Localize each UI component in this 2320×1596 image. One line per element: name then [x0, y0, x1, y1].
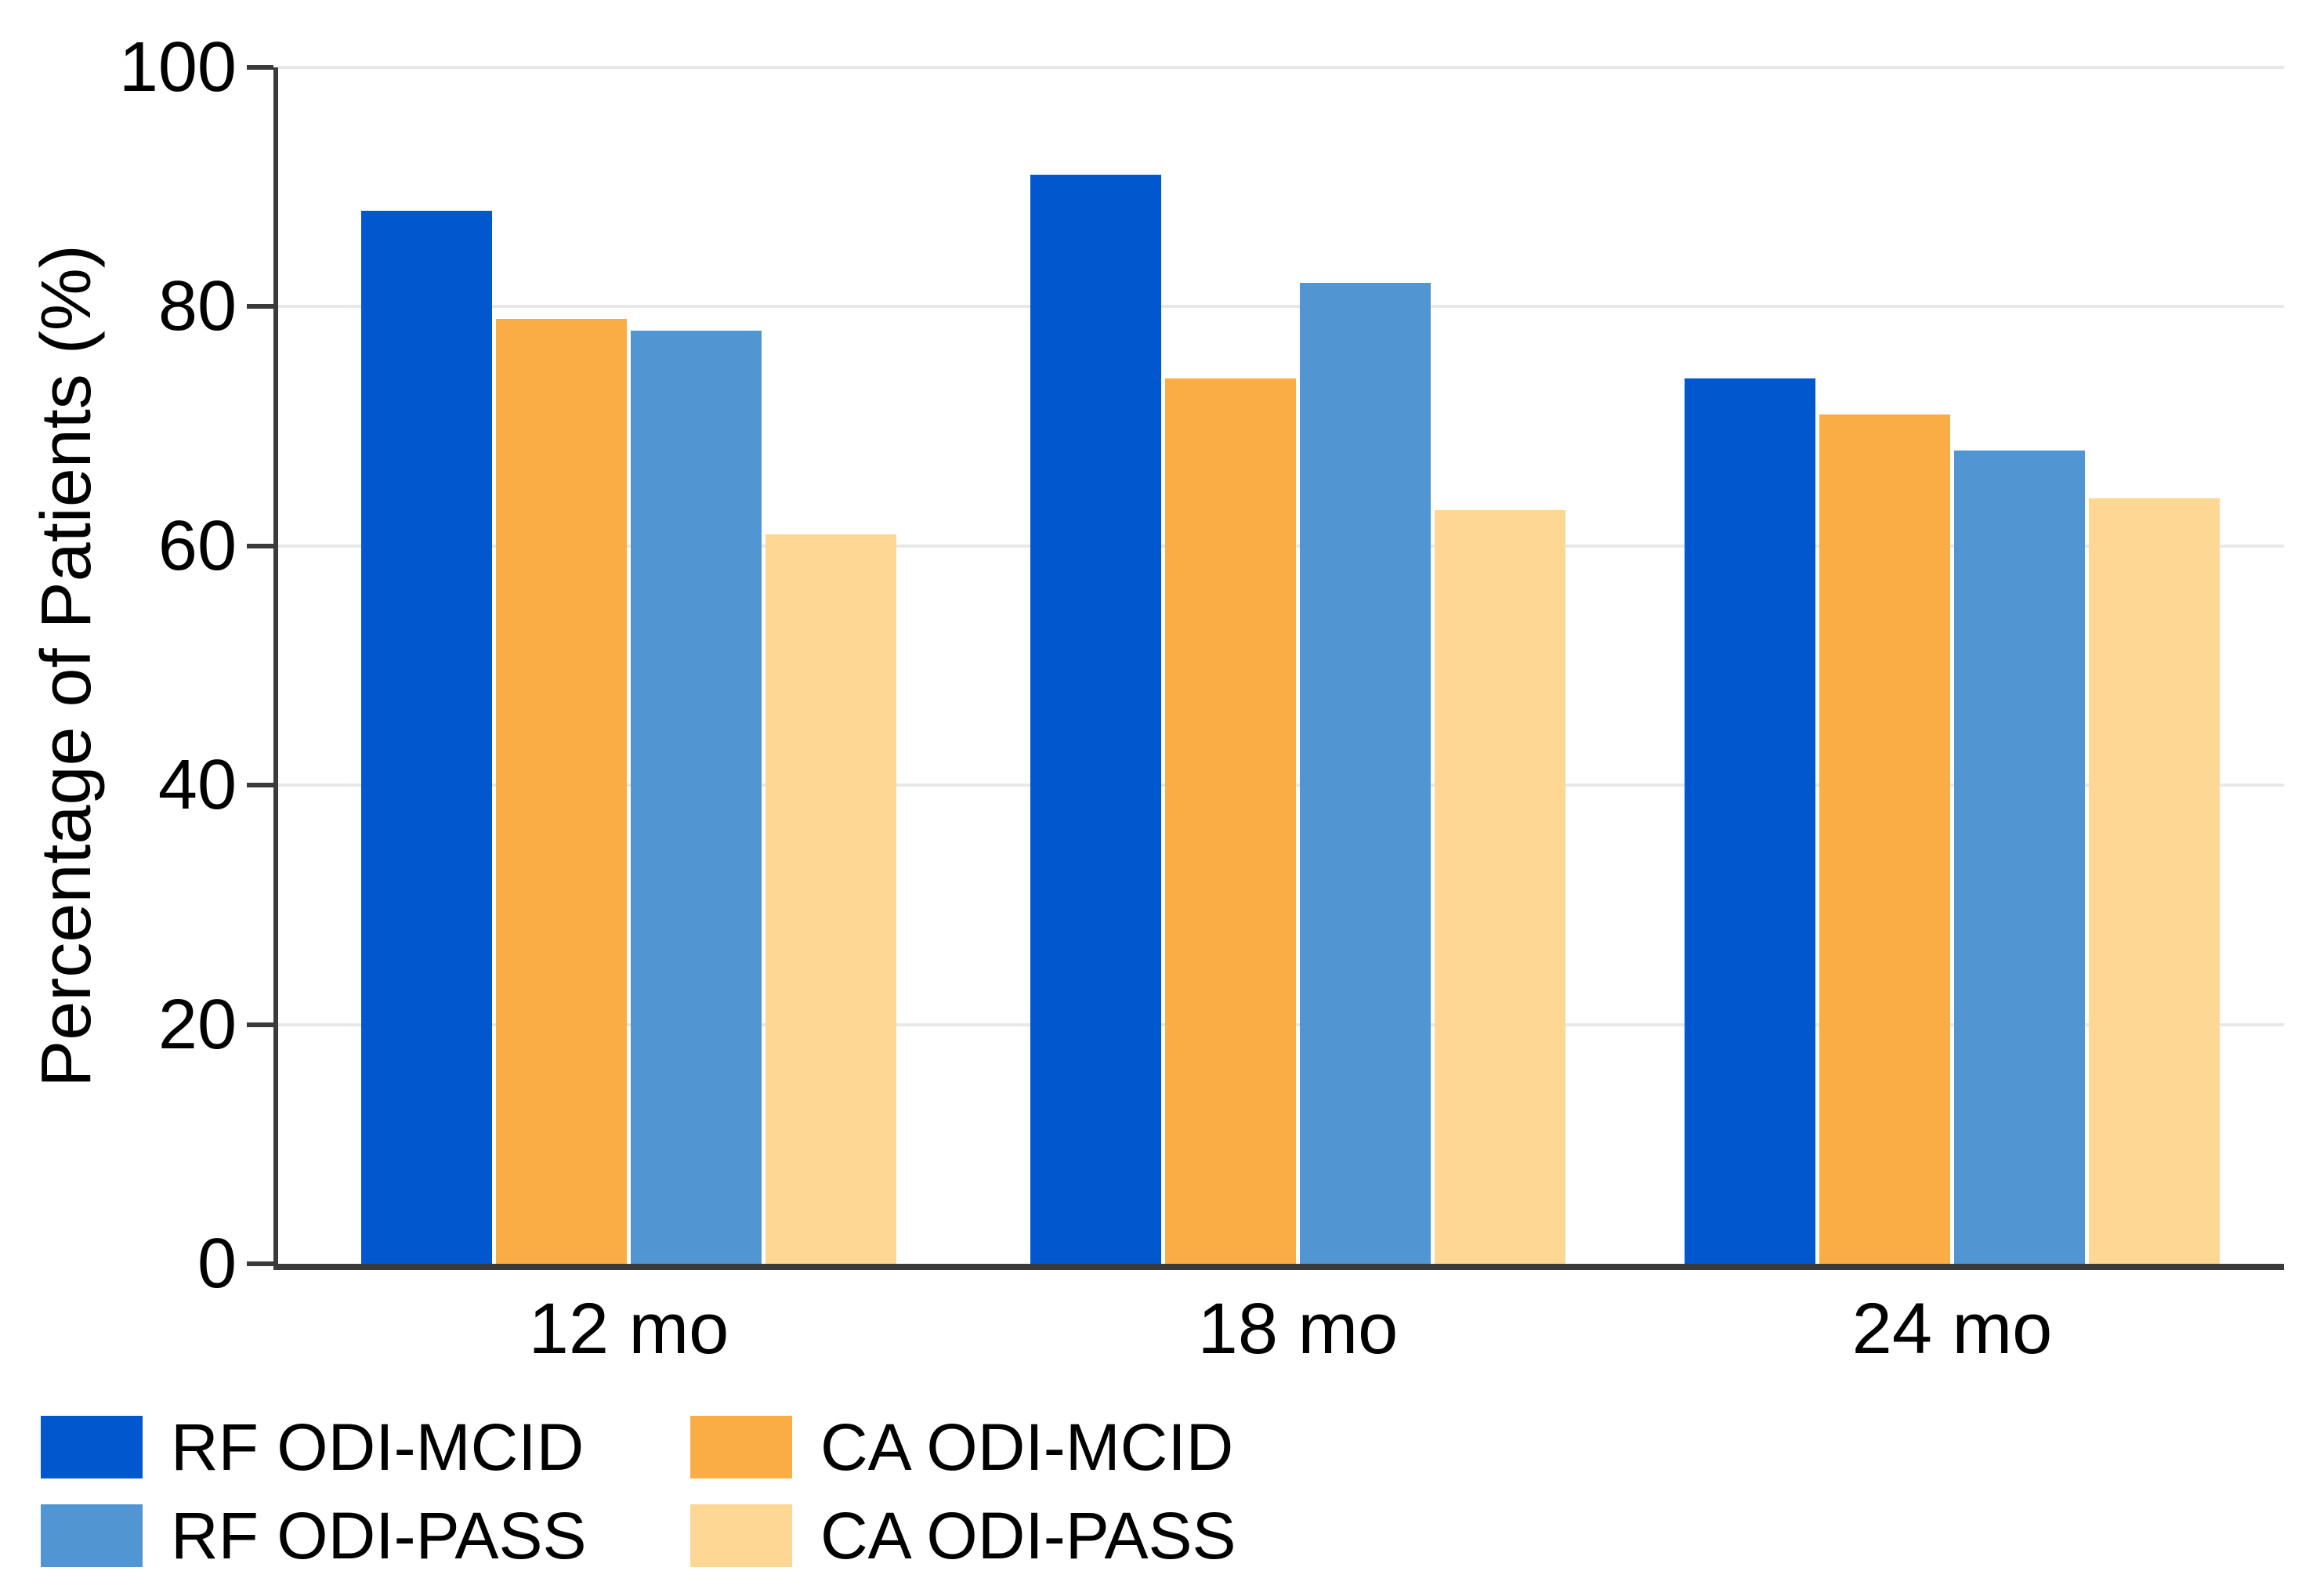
- legend-item-RF-ODI-PASS: RF ODI-PASS: [41, 1499, 690, 1572]
- y-tick-label-80: 80: [157, 267, 237, 346]
- gridline-80: [278, 305, 2284, 309]
- y-tick-80: [247, 304, 273, 309]
- legend-swatch-CA-ODI-PASS: [690, 1504, 792, 1567]
- y-tick-label-100: 100: [118, 28, 237, 107]
- bar-group-18-mo: [1030, 175, 1565, 1264]
- legend-item-CA-ODI-PASS: CA ODI-PASS: [690, 1499, 1340, 1572]
- y-axis-line: [273, 67, 278, 1270]
- plot-area: [247, 65, 2284, 1270]
- y-tick-label-0: 0: [197, 1225, 237, 1303]
- legend-item-CA-ODI-MCID: CA ODI-MCID: [690, 1410, 1340, 1484]
- y-tick-label-40: 40: [157, 746, 237, 825]
- x-axis-line: [273, 1264, 2284, 1270]
- bar-CA-ODI-MCID-12-mo: [496, 318, 627, 1264]
- y-tick-label-20: 20: [157, 985, 237, 1064]
- legend-label-CA-ODI-PASS: CA ODI-PASS: [820, 1499, 1236, 1572]
- bar-RF-ODI-PASS-24-mo: [1954, 450, 2085, 1264]
- y-tick-label-60: 60: [157, 506, 237, 585]
- y-tick-0: [247, 1261, 273, 1266]
- legend-label-RF-ODI-MCID: RF ODI-MCID: [171, 1410, 585, 1484]
- y-tick-100: [247, 65, 273, 70]
- bar-CA-ODI-MCID-24-mo: [1819, 414, 1950, 1264]
- bar-CA-ODI-PASS-12-mo: [765, 534, 896, 1264]
- bar-CA-ODI-PASS-18-mo: [1435, 510, 1565, 1264]
- y-tick-40: [247, 783, 273, 788]
- x-axis-label-24-mo: 24 mo: [1851, 1289, 2053, 1369]
- y-tick-60: [247, 543, 273, 548]
- bar-RF-ODI-PASS-12-mo: [631, 330, 762, 1264]
- legend: RF ODI-MCID RF ODI-PASS CA ODI-MCID CA ODI-…: [41, 1410, 1340, 1572]
- bar-RF-ODI-PASS-18-mo: [1300, 282, 1431, 1264]
- legend-label-CA-ODI-MCID: CA ODI-MCID: [820, 1410, 1234, 1484]
- legend-item-RF-ODI-MCID: RF ODI-MCID: [41, 1410, 690, 1484]
- y-tick-20: [247, 1022, 273, 1027]
- x-axis-label-12-mo: 12 mo: [528, 1289, 729, 1369]
- y-axis-title: Percentage of Patients (%): [27, 244, 106, 1088]
- bar-group-24-mo: [1685, 378, 2220, 1264]
- bar-RF-ODI-MCID-24-mo: [1685, 378, 1815, 1264]
- bar-CA-ODI-PASS-24-mo: [2089, 498, 2220, 1264]
- legend-swatch-CA-ODI-MCID: [690, 1416, 792, 1478]
- bar-RF-ODI-MCID-12-mo: [361, 211, 492, 1264]
- bar-group-12-mo: [361, 211, 896, 1264]
- legend-swatch-RF-ODI-MCID: [41, 1416, 143, 1478]
- bar-RF-ODI-MCID-18-mo: [1030, 175, 1161, 1264]
- gridline-100: [278, 66, 2284, 69]
- legend-swatch-RF-ODI-PASS: [41, 1504, 143, 1567]
- bar-CA-ODI-MCID-18-mo: [1165, 378, 1296, 1264]
- x-axis-label-18-mo: 18 mo: [1197, 1289, 1399, 1369]
- legend-label-RF-ODI-PASS: RF ODI-PASS: [171, 1499, 587, 1572]
